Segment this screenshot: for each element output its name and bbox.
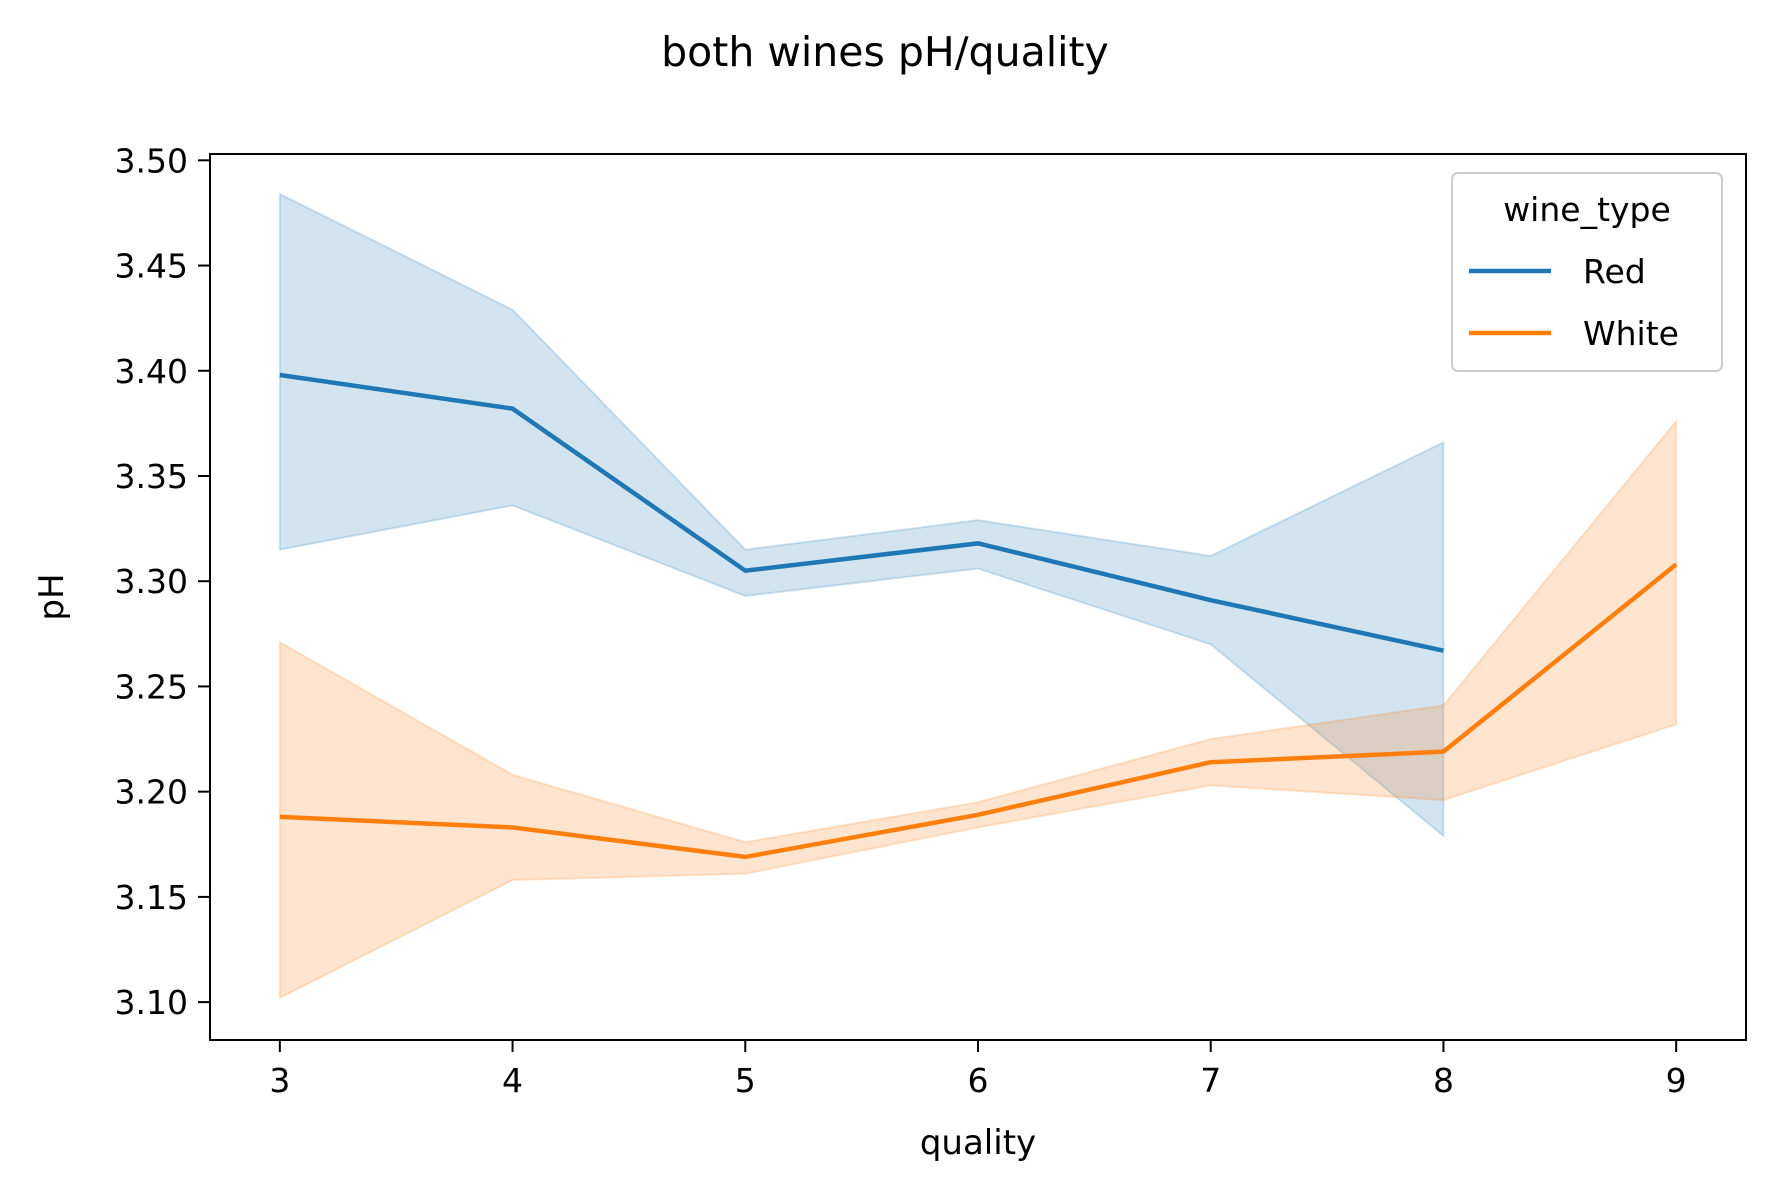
x-tick-label: 6 — [968, 1061, 989, 1100]
x-tick-label: 4 — [502, 1061, 523, 1100]
ci-band-red — [278, 192, 1445, 838]
ci-band-white — [278, 418, 1678, 1000]
legend-box — [1451, 172, 1723, 372]
series-line-white — [279, 562, 1678, 860]
series-line-red — [279, 372, 1444, 653]
x-axis-label: quality — [920, 1123, 1036, 1163]
y-tick-label: 3.25 — [115, 667, 188, 706]
y-axis-label: pH — [32, 573, 72, 620]
confidence-bands — [278, 192, 1678, 1000]
y-axis: 3.10 3.15 3.20 3.25 3.30 3.35 3.40 3.45 3.50 — [115, 141, 210, 1022]
legend: wine_type Red White — [1451, 172, 1723, 372]
y-tick-label: 3.35 — [115, 457, 188, 496]
series-lines — [279, 372, 1678, 860]
legend-title: wine_type — [1503, 190, 1671, 229]
y-tick-label: 3.30 — [115, 562, 188, 601]
legend-items: Red White — [1469, 252, 1679, 353]
x-tick-label: 7 — [1200, 1061, 1221, 1100]
legend-label-white: White — [1583, 314, 1679, 353]
legend-label-red: Red — [1583, 252, 1646, 291]
y-tick-label: 3.45 — [115, 247, 188, 286]
x-tick-label: 5 — [735, 1061, 756, 1100]
y-tick-label: 3.15 — [115, 878, 188, 917]
y-tick-label: 3.50 — [115, 141, 188, 180]
x-tick-label: 9 — [1666, 1061, 1687, 1100]
x-tick-label: 8 — [1433, 1061, 1454, 1100]
y-tick-label: 3.20 — [115, 773, 188, 812]
x-tick-label: 3 — [269, 1061, 290, 1100]
x-axis: 3 4 5 6 7 8 9 — [269, 1040, 1687, 1100]
y-tick-label: 3.10 — [115, 983, 188, 1022]
y-tick-label: 3.40 — [115, 352, 188, 391]
chart-title: both wines pH/quality — [661, 28, 1109, 76]
